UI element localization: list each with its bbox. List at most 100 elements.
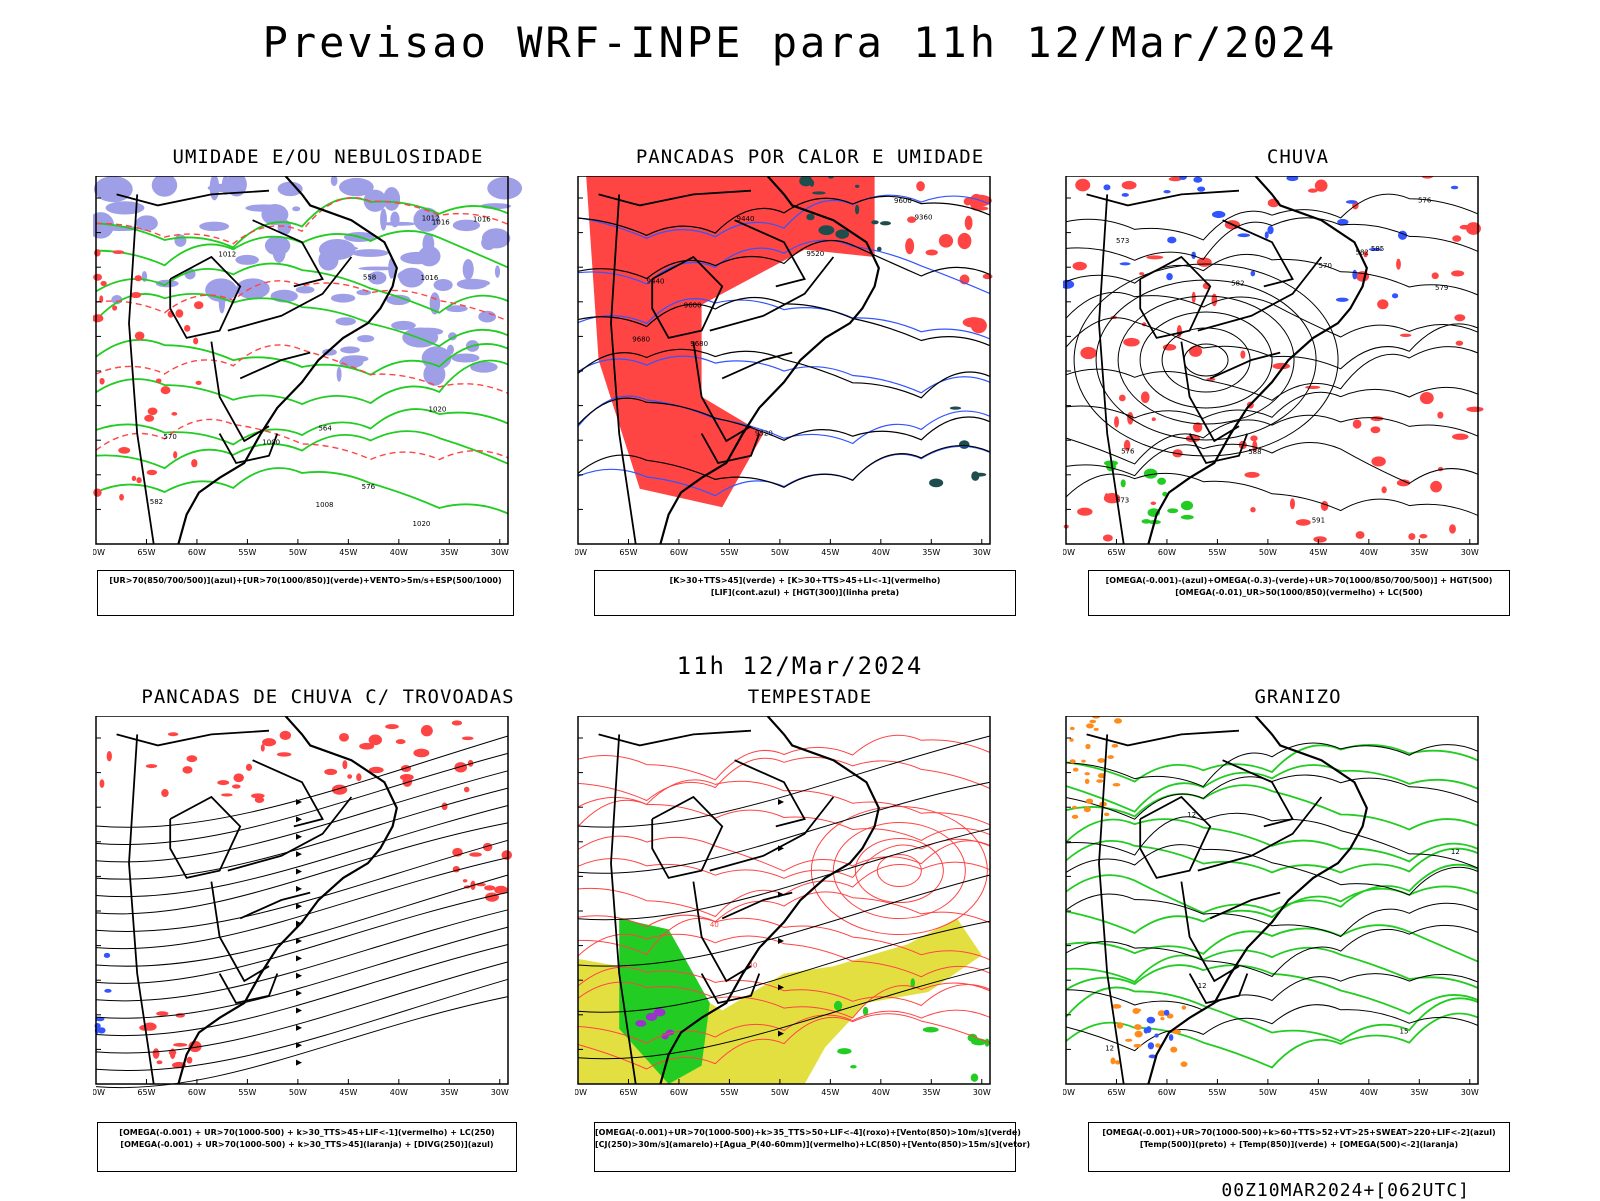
main-title: Previsao WRF-INPE para 11h 12/Mar/2024 [262, 18, 1338, 67]
contour-label: 573 [1116, 237, 1129, 245]
red-cell [134, 275, 142, 282]
contour-label: 570 [1319, 262, 1332, 270]
lon-tick-label: 50W [1259, 548, 1277, 557]
strong-omega-cell [1167, 508, 1179, 514]
country-border [734, 759, 806, 828]
lon-tick-label: 70W [1063, 548, 1075, 557]
humidity-area-upper [330, 176, 338, 187]
convective-cell [958, 440, 970, 449]
humidity-area-upper [487, 177, 523, 200]
rain-cell [1250, 507, 1256, 513]
storm-cell [484, 885, 496, 891]
temp850-contour [1065, 839, 1479, 874]
wind-vector [577, 874, 991, 967]
storm-cell [347, 774, 353, 779]
humidity-contour-lower [95, 338, 509, 376]
contour-label: 12 [1451, 848, 1460, 856]
rain-cell [1211, 293, 1218, 307]
omega-cell [1267, 225, 1274, 235]
rain-cell [1313, 536, 1327, 543]
omega500-cell [1089, 719, 1097, 724]
strong-omega-cell [1157, 477, 1167, 485]
humidity-area-east [445, 305, 468, 313]
omega-cell [1103, 184, 1111, 191]
lifted-index-contour [577, 194, 991, 239]
storm-cell [182, 766, 193, 774]
contour-label: 9520 [755, 430, 773, 438]
lon-tick-label: 45W [821, 1088, 839, 1097]
red-cell [144, 414, 155, 422]
omega500-cell [1110, 1057, 1116, 1065]
rain-cell [1196, 257, 1212, 267]
storm-cell [221, 793, 233, 797]
humidity-area-upper [235, 278, 270, 300]
temp500-contour [1065, 1004, 1479, 1052]
storm-cell [441, 802, 448, 811]
omega-cell [1345, 200, 1358, 204]
red-cell [175, 309, 184, 318]
lon-tick-label: 30W [973, 1088, 991, 1097]
country-border [1139, 255, 1212, 339]
hail-cell [1147, 1042, 1155, 1050]
humidity-area-upper [380, 208, 387, 231]
legend-line: [UR>70(850/700/500)](azul)+[UR>70(1000/8… [109, 576, 502, 585]
legend-line: [OMEGA(-0.01)_UR>50(1000/850)(vermelho) … [1175, 588, 1423, 597]
storm-cell [276, 752, 292, 757]
contour-label: -12 [1195, 982, 1206, 990]
storm-cell [233, 773, 244, 783]
omega500-cell [1069, 726, 1075, 731]
rain-cell [1168, 176, 1182, 182]
rain-cell [1307, 188, 1318, 193]
wind-cell [984, 1038, 990, 1047]
contour-label: 1016 [432, 218, 450, 226]
coastline [177, 716, 398, 1085]
divergence-cell [104, 988, 112, 993]
country-border [721, 351, 793, 380]
omega500-cell [1155, 1043, 1161, 1048]
coastline [1147, 176, 1368, 545]
country-border [239, 351, 311, 380]
streamline-250 [95, 874, 509, 967]
hgt500-contour [1139, 311, 1273, 409]
humidity-area-upper [105, 201, 145, 215]
convective-cell [835, 229, 850, 239]
thickness-contour [95, 280, 509, 322]
legend-line: [K>30+TTS>45](verde) + [K>30+TTS>45+LI<-… [669, 576, 941, 585]
country-border [218, 433, 279, 465]
thickness-contour [95, 344, 509, 394]
lon-tick-label: 55W [1208, 548, 1226, 557]
red-cell [195, 380, 202, 385]
convective-cell [879, 221, 892, 226]
omega500-cell [1170, 1046, 1178, 1053]
strong-omega-cell [1106, 461, 1116, 472]
humidity-area-upper [162, 178, 176, 184]
storm-cell [501, 850, 513, 860]
strong-omega-cell [1141, 519, 1151, 524]
lon-tick-label: 65W [137, 1088, 155, 1097]
contour-label: 9600 [684, 301, 702, 309]
map-frame [577, 716, 991, 1085]
rain-cell [1396, 258, 1401, 270]
country-border [128, 194, 155, 545]
rain-cell [1188, 345, 1203, 357]
unstable-cell [905, 238, 915, 255]
lon-tick-label: 35W [922, 1088, 940, 1097]
run-info: 00Z10MAR2024+[062UTC] [1221, 1180, 1470, 1201]
contour-label: 582 [1355, 249, 1368, 257]
country-border [1188, 973, 1249, 1005]
omega-cell [1211, 210, 1226, 219]
rain-cell [1146, 255, 1164, 260]
streamline-250 [95, 752, 509, 846]
precipitable-water-contour [577, 1013, 991, 1070]
country-border [218, 973, 279, 1005]
red-cell [173, 451, 178, 459]
rain-cell [1250, 435, 1258, 442]
streamline-arrow [778, 799, 784, 805]
legend-line: [LIF](cont.azul) + [HGT(300)](linha pret… [710, 588, 900, 597]
humidity-area-upper [218, 291, 226, 314]
lon-tick-label: 35W [1410, 548, 1428, 557]
country-border [1139, 795, 1212, 879]
legend-line: [OMEGA(-0.001)+UR>70(1000-500)+k>60+TTS>… [1102, 1128, 1496, 1137]
lon-tick-label: 60W [1158, 1088, 1176, 1097]
omega-cell [1391, 293, 1399, 299]
